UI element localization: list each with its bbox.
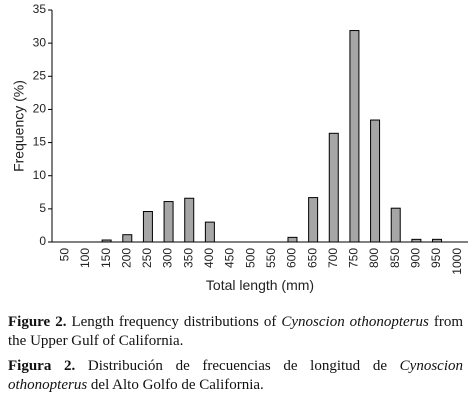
x-tick-label: 450 bbox=[223, 248, 237, 268]
x-tick-label: 650 bbox=[305, 248, 319, 268]
x-tick-label: 600 bbox=[285, 248, 299, 268]
x-tick-label: 750 bbox=[347, 248, 361, 268]
x-tick-label: 100 bbox=[78, 248, 92, 268]
bar bbox=[184, 197, 195, 243]
x-tick-label: 850 bbox=[388, 248, 402, 268]
y-axis-label: Frequency (%) bbox=[11, 80, 27, 172]
species-name: Cynoscion othonopterus bbox=[8, 358, 463, 393]
x-tick-label: 1000 bbox=[450, 248, 464, 275]
bar bbox=[101, 239, 112, 243]
x-tick-label: 800 bbox=[367, 248, 381, 268]
x-tick-label: 250 bbox=[140, 248, 154, 268]
caption-en: Figure 2. Length frequency distributions… bbox=[8, 313, 463, 351]
y-tick-label: 30 bbox=[33, 35, 47, 49]
bar bbox=[122, 234, 133, 243]
y-tick-label: 15 bbox=[33, 135, 47, 149]
y-tick-label: 25 bbox=[33, 68, 47, 82]
x-tick-label: 150 bbox=[99, 248, 113, 268]
bar bbox=[328, 132, 339, 243]
caption-label: Figura 2. bbox=[8, 358, 76, 374]
x-tick-label: 950 bbox=[429, 248, 443, 268]
x-axis-label: Total length (mm) bbox=[206, 277, 314, 293]
x-tick-label: 500 bbox=[243, 248, 257, 268]
bar bbox=[163, 201, 174, 243]
y-tick-label: 0 bbox=[39, 234, 46, 248]
bar bbox=[411, 238, 422, 243]
y-tick-label: 10 bbox=[33, 168, 47, 182]
y-tick-label: 5 bbox=[39, 201, 46, 215]
x-tick-label: 400 bbox=[202, 248, 216, 268]
x-tick-label: 900 bbox=[409, 248, 423, 268]
y-tick-label: 20 bbox=[33, 102, 47, 116]
x-tick-label: 200 bbox=[119, 248, 133, 268]
bar bbox=[390, 207, 401, 243]
caption-text: Distribución de frecuencias de longitud … bbox=[87, 358, 387, 374]
x-tick-label: 50 bbox=[57, 248, 71, 262]
x-tick-label: 700 bbox=[326, 248, 340, 268]
bar bbox=[204, 221, 215, 243]
caption-text: from the Upper Gulf of California. bbox=[8, 314, 464, 349]
bar bbox=[287, 236, 298, 243]
caption-es: Figura 2. Distribución de frecuencias de… bbox=[8, 357, 463, 395]
bar bbox=[349, 30, 360, 243]
y-tick-label: 35 bbox=[33, 2, 47, 16]
bar bbox=[370, 119, 381, 243]
caption-text: Length frequency distributions of bbox=[71, 314, 277, 330]
bar bbox=[432, 238, 443, 243]
caption-text: del Alto Golfo de California. bbox=[90, 377, 264, 393]
chart: Frequency (%) Total length (mm) 0 5 10 15 20… bbox=[11, 2, 468, 293]
bar bbox=[308, 197, 319, 243]
bar bbox=[142, 211, 153, 243]
species-name: Cynoscion othonopterus bbox=[281, 314, 429, 330]
caption-label: Figure 2. bbox=[8, 314, 67, 330]
x-tick-label: 350 bbox=[181, 248, 195, 268]
x-tick-label: 300 bbox=[161, 248, 175, 268]
x-tick-label: 550 bbox=[264, 248, 278, 268]
